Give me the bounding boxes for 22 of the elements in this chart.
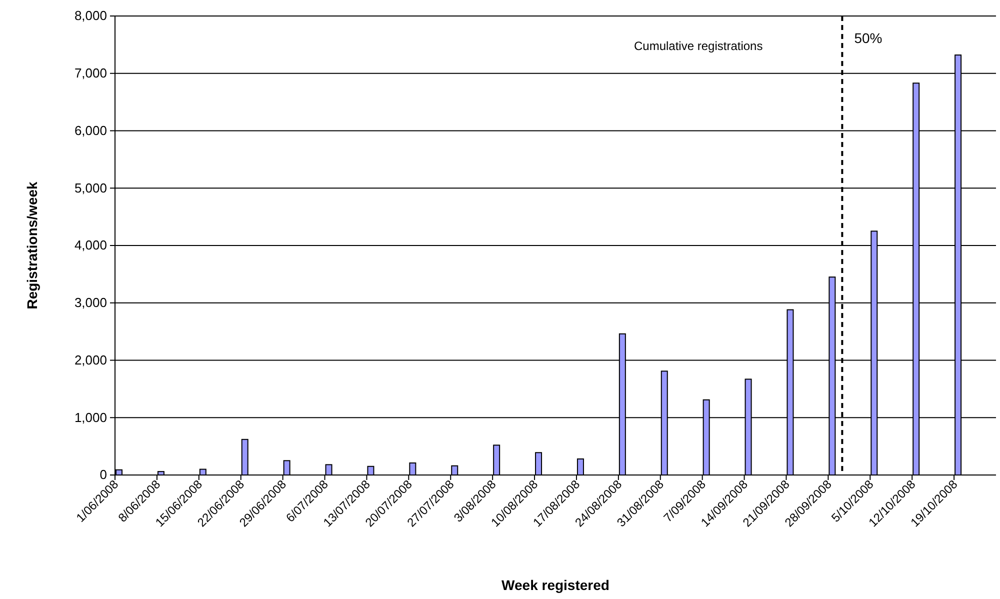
bar xyxy=(241,438,248,476)
y-tick-label: 5,000 xyxy=(74,180,107,196)
bar xyxy=(451,465,458,476)
y-tick-label: 2,000 xyxy=(74,352,107,368)
bar xyxy=(283,460,290,476)
y-tick-label: 1,000 xyxy=(74,410,107,425)
ref-line-label: 50% xyxy=(854,30,882,46)
y-tick-label: 0 xyxy=(100,467,107,482)
bar xyxy=(576,458,584,476)
y-tick-label: 6,000 xyxy=(74,122,107,138)
bar xyxy=(325,464,332,476)
x-axis-title: Week registered xyxy=(502,577,610,593)
bar xyxy=(493,444,500,476)
y-tick-label: 3,000 xyxy=(74,295,107,310)
bar xyxy=(367,466,374,476)
y-tick-label: 4,000 xyxy=(74,238,107,253)
y-tick-label: 7,000 xyxy=(74,66,107,81)
bar xyxy=(409,462,416,476)
y-tick-label: 8,000 xyxy=(74,8,107,24)
bar xyxy=(535,452,542,476)
y-axis-title: Registrations/week xyxy=(24,181,40,310)
annotation: Cumulative registrations xyxy=(634,39,763,53)
